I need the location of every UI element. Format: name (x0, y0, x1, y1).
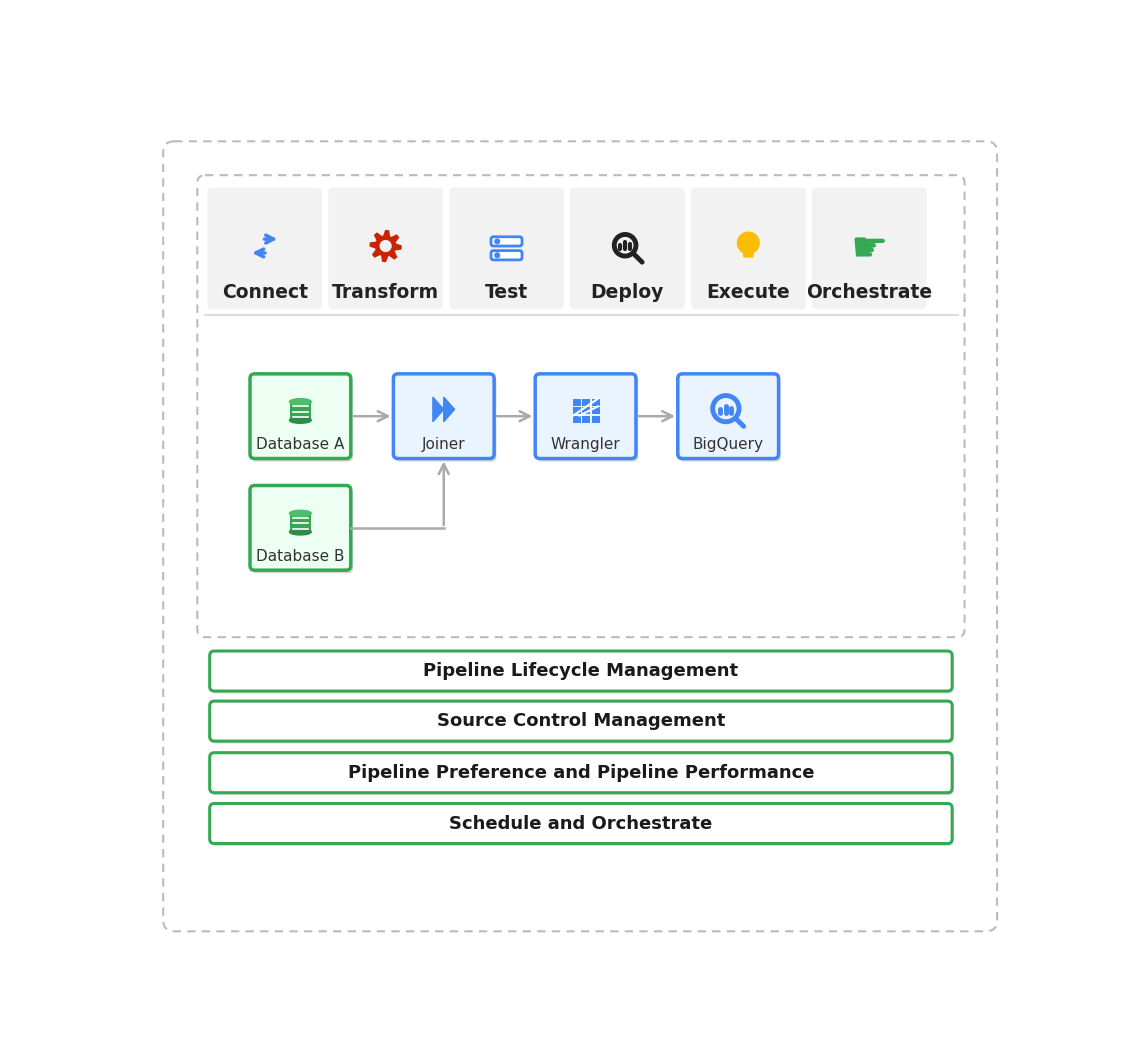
FancyBboxPatch shape (491, 251, 522, 260)
FancyBboxPatch shape (250, 485, 351, 570)
FancyBboxPatch shape (197, 175, 964, 637)
FancyBboxPatch shape (743, 252, 754, 258)
Text: Pipeline Preference and Pipeline Performance: Pipeline Preference and Pipeline Perform… (348, 764, 814, 782)
FancyBboxPatch shape (592, 398, 600, 406)
FancyBboxPatch shape (290, 401, 311, 421)
FancyBboxPatch shape (212, 755, 953, 795)
FancyBboxPatch shape (209, 753, 952, 792)
FancyBboxPatch shape (583, 407, 590, 414)
Text: Joiner: Joiner (422, 438, 465, 452)
Ellipse shape (290, 510, 311, 516)
Text: Pipeline Lifecycle Management: Pipeline Lifecycle Management (423, 662, 738, 680)
Circle shape (495, 253, 499, 258)
FancyBboxPatch shape (592, 415, 600, 423)
FancyBboxPatch shape (573, 415, 581, 423)
FancyBboxPatch shape (535, 374, 636, 459)
Polygon shape (370, 230, 401, 261)
FancyBboxPatch shape (212, 653, 953, 693)
Ellipse shape (290, 398, 311, 405)
FancyBboxPatch shape (583, 398, 590, 406)
Text: Source Control Management: Source Control Management (437, 713, 726, 730)
FancyBboxPatch shape (680, 377, 781, 462)
Text: Connect: Connect (222, 282, 308, 302)
Text: BigQuery: BigQuery (693, 438, 764, 452)
FancyBboxPatch shape (449, 188, 564, 309)
FancyBboxPatch shape (812, 188, 927, 309)
Ellipse shape (290, 417, 311, 424)
FancyBboxPatch shape (207, 188, 323, 309)
FancyBboxPatch shape (394, 374, 495, 459)
FancyBboxPatch shape (583, 415, 590, 423)
FancyBboxPatch shape (678, 374, 779, 459)
Text: Schedule and Orchestrate: Schedule and Orchestrate (449, 815, 712, 833)
Text: Database A: Database A (256, 438, 344, 452)
FancyBboxPatch shape (328, 188, 443, 309)
FancyBboxPatch shape (209, 701, 952, 741)
FancyBboxPatch shape (573, 407, 581, 414)
FancyBboxPatch shape (209, 804, 952, 843)
Polygon shape (444, 397, 455, 422)
Text: Transform: Transform (332, 282, 439, 302)
Text: Wrangler: Wrangler (550, 438, 620, 452)
Text: Execute: Execute (706, 282, 790, 302)
Circle shape (737, 233, 760, 254)
Polygon shape (432, 397, 444, 422)
Text: Orchestrate: Orchestrate (806, 282, 933, 302)
FancyBboxPatch shape (573, 398, 581, 406)
FancyBboxPatch shape (252, 489, 353, 573)
FancyBboxPatch shape (250, 374, 351, 459)
Ellipse shape (290, 529, 311, 535)
FancyBboxPatch shape (290, 513, 311, 532)
FancyBboxPatch shape (538, 377, 638, 462)
Circle shape (380, 241, 391, 252)
FancyBboxPatch shape (571, 188, 685, 309)
FancyBboxPatch shape (209, 651, 952, 691)
FancyBboxPatch shape (396, 377, 497, 462)
FancyBboxPatch shape (691, 188, 806, 309)
FancyBboxPatch shape (592, 407, 600, 414)
FancyBboxPatch shape (252, 377, 353, 462)
FancyBboxPatch shape (212, 703, 953, 743)
Text: ☛: ☛ (850, 228, 887, 270)
FancyBboxPatch shape (212, 806, 953, 845)
Circle shape (495, 239, 499, 243)
Text: Test: Test (484, 282, 529, 302)
FancyBboxPatch shape (491, 237, 522, 246)
Text: Database B: Database B (256, 549, 344, 564)
FancyBboxPatch shape (163, 141, 997, 931)
Text: Deploy: Deploy (591, 282, 664, 302)
